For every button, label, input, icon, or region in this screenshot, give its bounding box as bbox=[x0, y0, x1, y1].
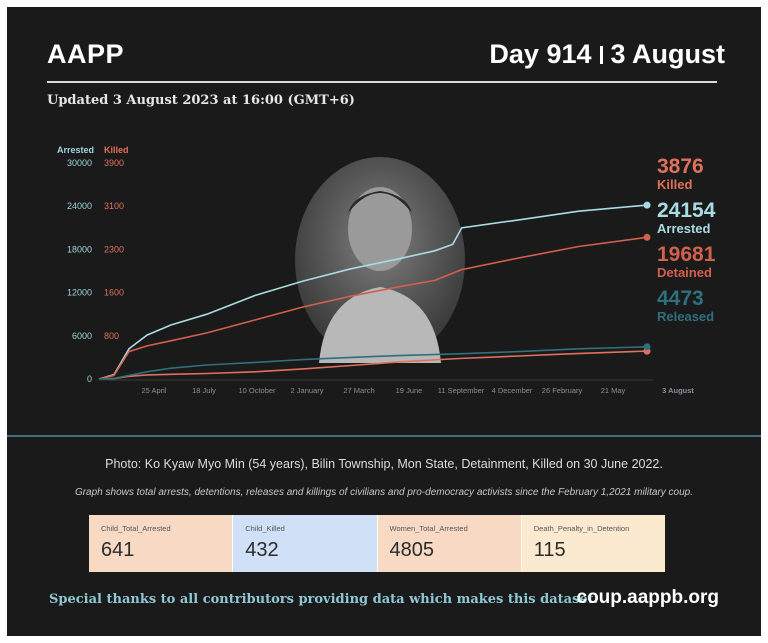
updated-timestamp: Updated 3 August 2023 at 16:00 (GMT+6) bbox=[47, 93, 355, 108]
series-name-killed: Killed bbox=[657, 177, 692, 192]
section-divider bbox=[7, 435, 761, 437]
stats-panel: Child_Total_Arrested 641 Child_Killed 43… bbox=[89, 515, 665, 572]
day-counter: Day 914 3 August bbox=[489, 39, 725, 70]
stat-child-total-arrested: Child_Total_Arrested 641 bbox=[89, 515, 234, 572]
x-tick-label: 10 October bbox=[238, 386, 276, 395]
series-line-killed bbox=[98, 350, 648, 380]
right-axis-title: Killed bbox=[104, 145, 129, 155]
stat-death-penalty-in-detention: Death_Penalty_in_Detention 115 bbox=[521, 515, 665, 572]
thanks-note: Special thanks to all contributors provi… bbox=[49, 592, 599, 607]
portrait-photo bbox=[295, 157, 465, 363]
stat-label: Women_Total_Arrested bbox=[389, 524, 468, 533]
cumulative-line-chart: 30000 24000 18000 12000 6000 0 3900 3100 2300 16… bbox=[57, 145, 716, 395]
right-tick-label: 3900 bbox=[104, 158, 124, 168]
stat-label: Child_Total_Arrested bbox=[101, 524, 171, 533]
site-link[interactable]: coup.aappb.org bbox=[576, 587, 720, 608]
right-tick-label: 800 bbox=[104, 331, 119, 341]
series-end-marker-detained bbox=[643, 233, 651, 241]
left-axis-title: Arrested bbox=[57, 145, 94, 155]
stat-women-total-arrested: Women_Total_Arrested 4805 bbox=[377, 515, 522, 572]
right-tick-label: 3100 bbox=[104, 201, 124, 211]
series-value-killed: 3876 bbox=[657, 155, 704, 178]
series-line-released bbox=[98, 346, 648, 380]
x-tick-label: 2 January bbox=[291, 386, 324, 395]
series-line-detained bbox=[98, 236, 648, 380]
day-date: 3 August bbox=[610, 39, 726, 69]
x-tick-label: 26 February bbox=[542, 386, 583, 395]
series-end-marker-arrested bbox=[643, 201, 651, 209]
left-tick-label: 30000 bbox=[67, 158, 92, 168]
left-tick-label: 0 bbox=[87, 374, 92, 384]
x-tick-label: 4 December bbox=[492, 386, 533, 395]
series-value-detained: 19681 bbox=[657, 243, 716, 266]
left-tick-label: 24000 bbox=[67, 201, 92, 211]
series-name-released: Released bbox=[657, 309, 714, 324]
right-tick-label: 1600 bbox=[104, 288, 124, 298]
x-tick-label: 11 September bbox=[438, 386, 485, 395]
infographic-card: AAPP Day 914 3 August Updated 3 August 20… bbox=[7, 7, 761, 636]
stat-value: 4805 bbox=[389, 539, 435, 561]
series-value-arrested: 24154 bbox=[657, 199, 716, 222]
x-tick-label: 27 March bbox=[343, 386, 374, 395]
stat-value: 641 bbox=[101, 539, 135, 561]
series-name-detained: Detained bbox=[657, 265, 712, 280]
left-tick-label: 18000 bbox=[67, 244, 92, 254]
x-tick-label: 19 June bbox=[396, 386, 423, 395]
stat-label: Child_Killed bbox=[245, 524, 285, 533]
day-number: Day 914 bbox=[489, 39, 592, 69]
x-tick-label: 25 April bbox=[141, 386, 166, 395]
x-tick-label: 18 July bbox=[192, 386, 216, 395]
series-end-marker-released bbox=[643, 343, 651, 351]
header-divider bbox=[47, 81, 717, 83]
photo-caption: Photo: Ko Kyaw Myo Min (54 years), Bilin… bbox=[105, 457, 663, 471]
left-tick-label: 12000 bbox=[67, 288, 92, 298]
x-tick-label: 21 May bbox=[601, 386, 626, 395]
stat-label: Death_Penalty_in_Detention bbox=[533, 524, 630, 533]
stat-value: 432 bbox=[245, 539, 279, 561]
series-name-arrested: Arrested bbox=[657, 221, 711, 236]
graph-note: Graph shows total arrests, detentions, r… bbox=[74, 487, 694, 498]
x-tick-label: 3 August bbox=[662, 386, 694, 395]
series-value-released: 4473 bbox=[657, 287, 704, 310]
left-tick-label: 6000 bbox=[72, 331, 92, 341]
stat-value: 115 bbox=[533, 539, 566, 561]
stat-child-killed: Child_Killed 432 bbox=[233, 515, 378, 572]
right-tick-label: 2300 bbox=[104, 244, 124, 254]
title-separator bbox=[599, 46, 603, 64]
series-line-arrested bbox=[98, 204, 648, 380]
brand-title: AAPP bbox=[47, 39, 125, 69]
